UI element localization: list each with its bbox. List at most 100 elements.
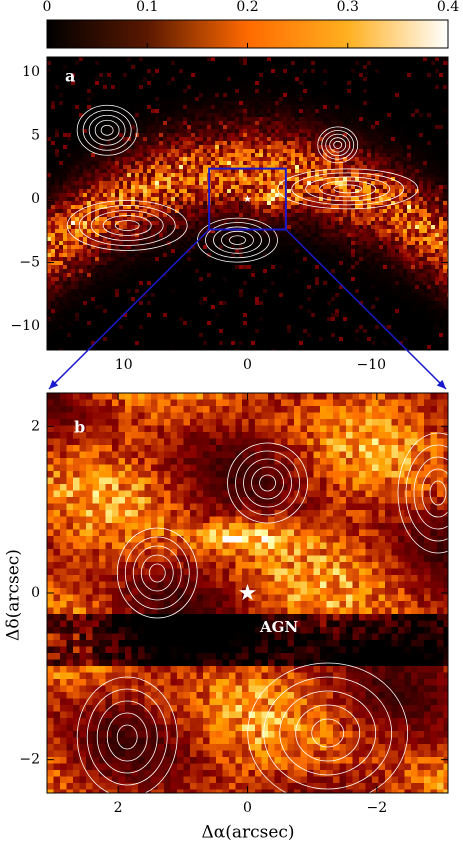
pixel — [335, 153, 340, 158]
pixel — [187, 201, 192, 206]
pixel — [67, 65, 72, 70]
pixel — [131, 237, 136, 242]
pixel — [79, 149, 84, 154]
pixel — [55, 221, 60, 226]
pixel — [91, 101, 96, 106]
pixel — [83, 245, 88, 250]
pixel — [175, 213, 180, 218]
pixel — [411, 133, 416, 138]
pixel — [347, 213, 352, 218]
pixel — [299, 185, 304, 190]
pixel — [283, 157, 288, 162]
pixel — [223, 113, 228, 118]
pixel — [83, 217, 88, 222]
pixel — [339, 73, 344, 78]
pixel — [67, 57, 72, 62]
pixel — [439, 225, 444, 230]
pixel — [391, 201, 396, 206]
pixel — [427, 93, 432, 98]
pixel — [359, 181, 364, 186]
pixel — [107, 125, 112, 130]
pixel — [291, 233, 296, 238]
pixel — [363, 81, 368, 86]
pixel — [215, 149, 220, 154]
pixel — [431, 217, 436, 222]
pixel — [123, 109, 128, 114]
pixel — [95, 97, 100, 102]
pixel — [123, 217, 128, 222]
pixel — [371, 125, 376, 130]
pixel — [167, 245, 172, 250]
pixel — [279, 169, 284, 174]
pixel — [71, 121, 76, 126]
pixel — [295, 233, 300, 238]
pixel — [395, 197, 400, 202]
pixel — [443, 73, 448, 78]
pixel — [119, 177, 124, 182]
pixel — [199, 137, 204, 142]
pixel — [219, 241, 224, 246]
pixel — [351, 209, 356, 214]
pixel — [131, 97, 136, 102]
pixel — [411, 169, 416, 174]
pixel — [423, 157, 428, 162]
pixel — [179, 101, 184, 106]
pixel — [407, 105, 412, 110]
pixel — [111, 85, 116, 90]
pixel — [59, 57, 64, 62]
pixel — [219, 69, 224, 74]
pixel — [259, 69, 264, 74]
pixel — [411, 185, 416, 190]
pixel — [323, 137, 328, 142]
pixel — [287, 233, 292, 238]
pixel — [275, 85, 280, 90]
pixel — [263, 121, 268, 126]
pixel — [319, 69, 324, 74]
pixel — [355, 189, 360, 194]
pixel — [115, 225, 120, 230]
pixel — [231, 89, 236, 94]
pixel — [195, 233, 200, 238]
pixel — [115, 213, 120, 218]
pixel — [351, 137, 356, 142]
pixel — [75, 117, 80, 122]
pixel — [111, 121, 116, 126]
pixel — [211, 69, 216, 74]
pixel — [163, 61, 168, 66]
pixel — [175, 93, 180, 98]
pixel — [171, 97, 176, 102]
pixel — [291, 173, 296, 178]
pixel — [267, 193, 272, 198]
pixel — [127, 229, 132, 234]
pixel — [359, 241, 364, 246]
pixel — [411, 189, 416, 194]
pixel — [411, 69, 416, 74]
pixel — [395, 105, 400, 110]
pixel — [435, 57, 440, 62]
pixel — [251, 137, 256, 142]
pixel — [407, 217, 412, 222]
pixel — [399, 233, 404, 238]
pixel — [419, 177, 424, 182]
pixel — [259, 245, 264, 250]
pixel — [367, 125, 372, 130]
pixel — [235, 109, 240, 114]
pixel — [259, 117, 264, 122]
pixel — [219, 249, 224, 254]
pixel — [147, 73, 152, 78]
pixel — [163, 165, 168, 170]
pixel — [439, 149, 444, 154]
pixel — [427, 201, 432, 206]
pixel — [183, 81, 188, 86]
pixel — [343, 213, 348, 218]
pixel — [163, 105, 168, 110]
pixel — [191, 61, 196, 66]
pixel — [391, 221, 396, 226]
pixel — [283, 121, 288, 126]
pixel — [407, 157, 412, 162]
pixel — [403, 181, 408, 186]
pixel — [343, 169, 348, 174]
pixel — [275, 205, 280, 210]
pixel — [355, 61, 360, 66]
pixel — [259, 81, 264, 86]
